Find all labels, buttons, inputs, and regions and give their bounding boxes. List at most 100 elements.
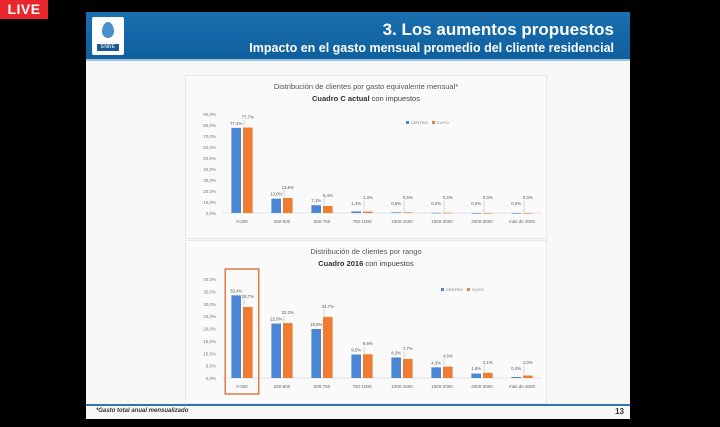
data-label: 2,1% bbox=[483, 360, 493, 365]
data-label: 9,6% bbox=[363, 341, 373, 346]
data-label: 28,7% bbox=[242, 294, 254, 299]
y-tick-label: 90,0% bbox=[203, 112, 216, 117]
data-label: 1,4% bbox=[351, 201, 361, 206]
bar-cuyo bbox=[523, 375, 533, 378]
bar-cuyo bbox=[403, 212, 413, 213]
data-label: 0,6% bbox=[403, 195, 413, 200]
bar-cuyo bbox=[363, 211, 373, 213]
y-tick-label: 25,0% bbox=[203, 314, 216, 319]
legend-label: CENTRO bbox=[446, 287, 463, 292]
chart-subtitle-bold: Cuadro C actual bbox=[312, 94, 370, 103]
data-label: 77,4% bbox=[230, 121, 242, 126]
y-tick-label: 20,0% bbox=[203, 327, 216, 332]
legend-swatch-cuyo bbox=[432, 121, 435, 124]
x-tick-label: más de 3000 bbox=[509, 219, 536, 224]
bar-centro bbox=[231, 127, 241, 213]
bar-centro bbox=[431, 367, 441, 378]
chart-svg: Distribución de clientes por gasto equiv… bbox=[203, 82, 542, 224]
chart-title: Distribución de clientes por gasto equiv… bbox=[274, 82, 458, 91]
data-label: 7,7% bbox=[403, 346, 413, 351]
bar-cuyo bbox=[363, 354, 373, 378]
bar-centro bbox=[511, 377, 521, 378]
bar-centro bbox=[271, 198, 281, 213]
bar-centro bbox=[311, 328, 321, 378]
data-label: 0,6% bbox=[391, 201, 401, 206]
x-tick-label: 1500-2000 bbox=[431, 384, 453, 389]
legend-swatch-centro bbox=[406, 121, 409, 124]
chart-subtitle: Cuadro C actual con impuestos bbox=[312, 94, 420, 103]
x-tick-label: 0-250 bbox=[236, 219, 248, 224]
data-label: 0,0% bbox=[523, 195, 533, 200]
data-label: 13,6% bbox=[282, 185, 294, 190]
data-label: 6,4% bbox=[323, 193, 333, 198]
y-tick-label: 15,0% bbox=[203, 339, 216, 344]
x-tick-label: 2000-3000 bbox=[471, 219, 493, 224]
footnote: *Gasto total anual mensualizado bbox=[96, 408, 189, 414]
data-label: 33,4% bbox=[230, 288, 242, 293]
x-tick-label: 750-1000 bbox=[352, 219, 372, 224]
data-label: 0,0% bbox=[471, 201, 481, 206]
x-tick-label: 1000-1500 bbox=[391, 384, 413, 389]
highlight-box bbox=[224, 268, 260, 395]
chart-title: Distribución de clientes por rango bbox=[310, 247, 421, 256]
data-label: 8,3% bbox=[391, 350, 401, 355]
y-tick-label: 60,0% bbox=[203, 145, 216, 150]
bar-cuyo bbox=[243, 127, 253, 213]
organization-logo: ENRE bbox=[92, 17, 124, 55]
bar-centro bbox=[271, 323, 281, 378]
x-tick-label: 500-750 bbox=[314, 219, 331, 224]
slide-header: ENRE 3. Los aumentos propuestos Impacto … bbox=[86, 12, 630, 61]
y-tick-label: 20,0% bbox=[203, 189, 216, 194]
presentation-slide: ENRE 3. Los aumentos propuestos Impacto … bbox=[86, 12, 630, 419]
data-label: 1,8% bbox=[471, 366, 481, 371]
y-tick-label: 70,0% bbox=[203, 134, 216, 139]
chart-subtitle-rest: con impuestos bbox=[370, 94, 421, 103]
bar-cuyo bbox=[483, 372, 493, 378]
bar-cuyo bbox=[443, 366, 453, 378]
y-tick-label: 10,0% bbox=[203, 200, 216, 205]
bar-cuyo bbox=[283, 323, 293, 378]
water-drop-icon bbox=[102, 22, 114, 38]
x-tick-label: más de 3000 bbox=[509, 384, 536, 389]
data-label: 19,8% bbox=[310, 322, 322, 327]
x-tick-label: 250-500 bbox=[274, 384, 291, 389]
bar-centro bbox=[351, 354, 361, 378]
x-tick-label: 1000-1500 bbox=[391, 219, 413, 224]
data-label: 0,2% bbox=[443, 195, 453, 200]
y-tick-label: 40,0% bbox=[203, 167, 216, 172]
data-label: 0,0% bbox=[483, 195, 493, 200]
legend-label: CENTRO bbox=[411, 120, 428, 125]
bar-centro bbox=[511, 213, 521, 214]
data-label: 22,0% bbox=[270, 317, 282, 322]
data-label: 9,5% bbox=[351, 347, 361, 352]
chart-cuadro-2016: Distribución de clientes por rango Cuadro… bbox=[185, 240, 547, 404]
y-tick-label: 35,0% bbox=[203, 289, 216, 294]
y-tick-label: 40,0% bbox=[203, 277, 216, 282]
bar-centro bbox=[391, 212, 401, 213]
data-label: 0,2% bbox=[431, 201, 441, 206]
x-tick-label: 1500-2000 bbox=[431, 219, 453, 224]
footer-divider bbox=[86, 404, 630, 406]
chart-cuadro-c-actual: Distribución de clientes por gasto equiv… bbox=[185, 75, 547, 239]
data-label: 4,3% bbox=[431, 360, 441, 365]
bar-centro bbox=[351, 211, 361, 213]
legend-swatch-centro bbox=[441, 288, 444, 291]
x-tick-label: 500-750 bbox=[314, 384, 331, 389]
bar-cuyo bbox=[323, 316, 333, 378]
bar-cuyo bbox=[523, 213, 533, 214]
legend-label: CUYO bbox=[472, 287, 484, 292]
data-label: 22,2% bbox=[282, 310, 294, 315]
x-tick-label: 2000-3000 bbox=[471, 384, 493, 389]
chart-subtitle: Cuadro 2016 con impuestos bbox=[318, 259, 414, 268]
data-label: 1,0% bbox=[523, 360, 533, 365]
data-label: 0,0% bbox=[511, 201, 521, 206]
bar-cuyo bbox=[323, 205, 333, 213]
data-label: 1,3% bbox=[363, 195, 373, 200]
y-tick-label: 0,0% bbox=[206, 376, 216, 381]
bar-cuyo bbox=[403, 358, 413, 378]
data-label: 7,1% bbox=[311, 198, 321, 203]
y-tick-label: 80,0% bbox=[203, 123, 216, 128]
bar-cuyo bbox=[283, 198, 293, 213]
bar-centro bbox=[471, 373, 481, 378]
legend-label: CUYO bbox=[437, 120, 449, 125]
